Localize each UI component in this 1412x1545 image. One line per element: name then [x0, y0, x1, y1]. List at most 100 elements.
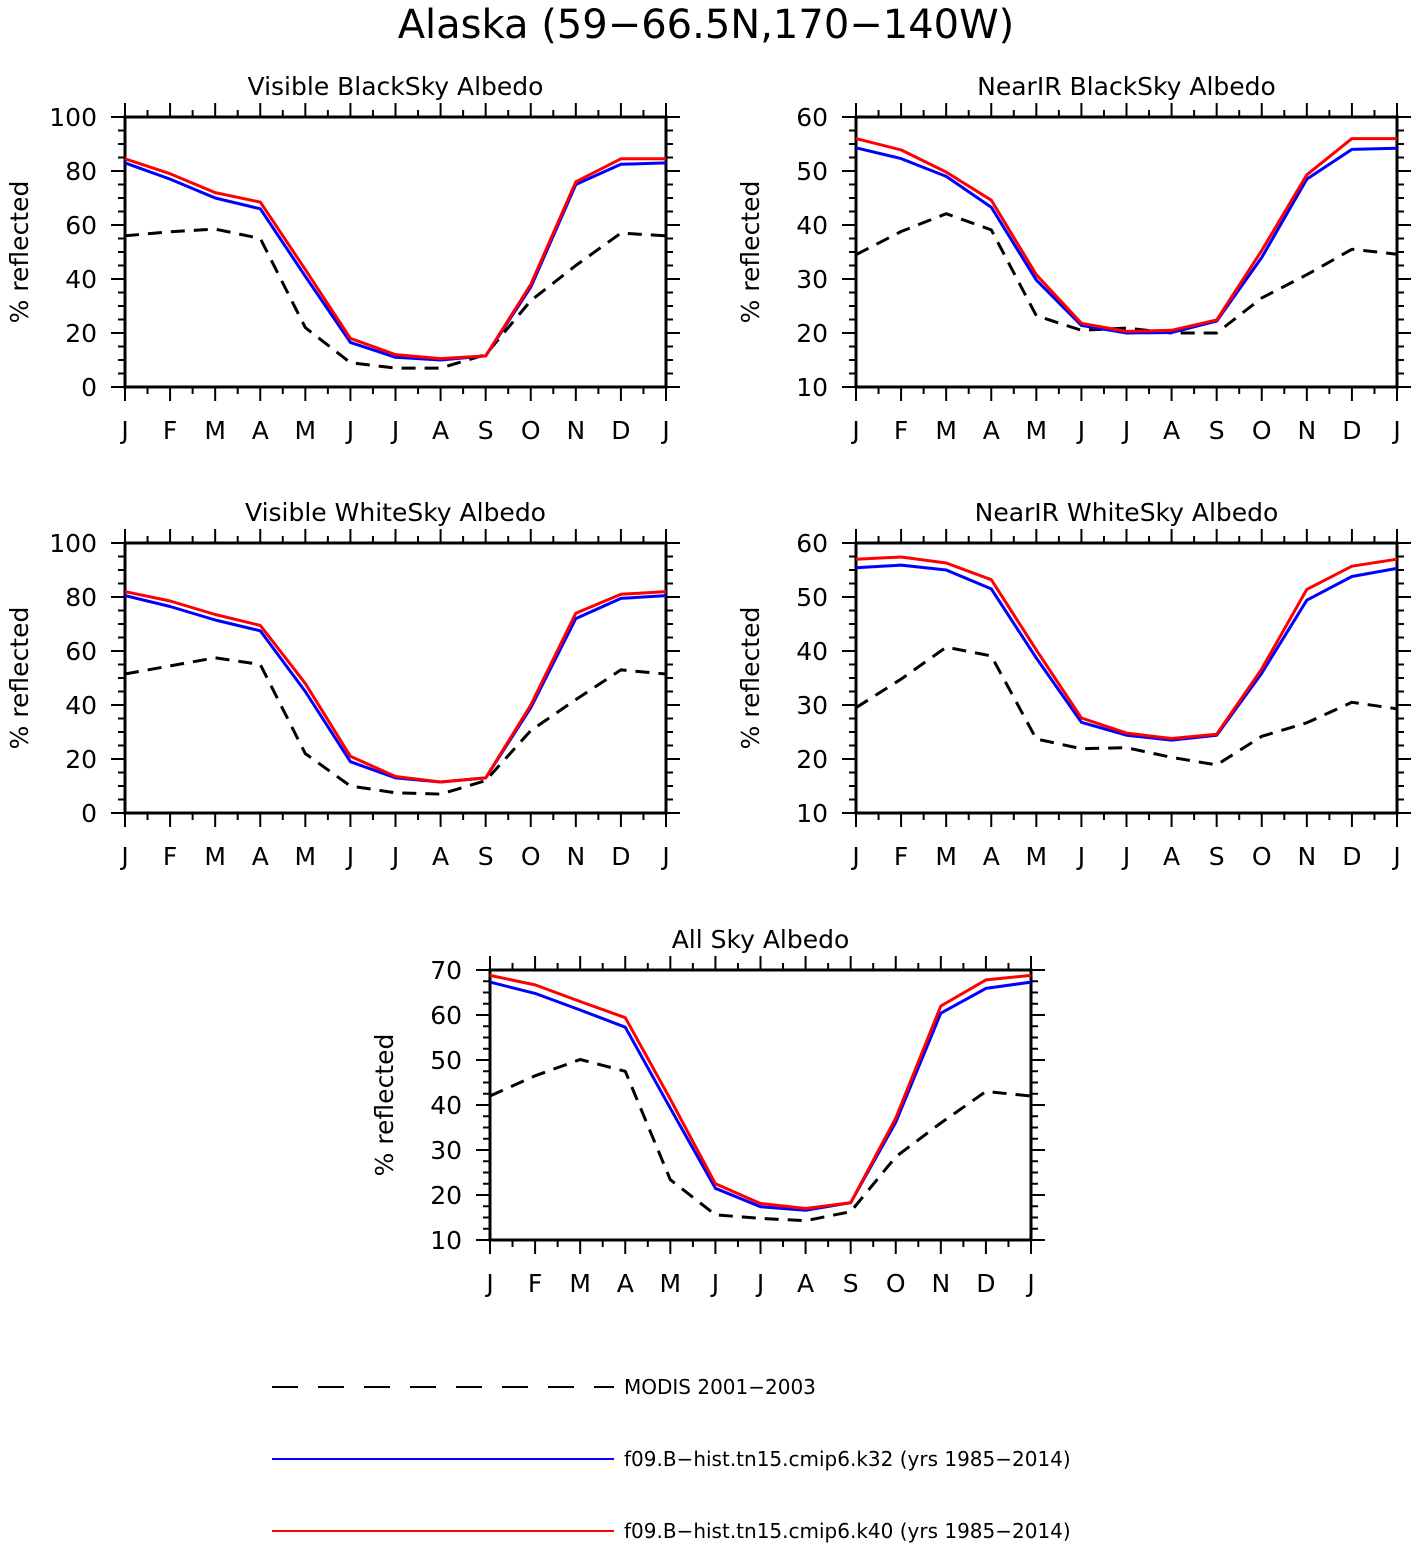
chart-4-y-tick-label: 20 [430, 1181, 462, 1210]
chart-3-y-axis-label: % reflected [736, 607, 765, 750]
chart-4-y-tick-label: 50 [430, 1046, 462, 1075]
chart-3-x-tick-label: M [1026, 842, 1048, 871]
chart-2-plot-frame [123, 541, 668, 815]
chart-3-y-tick-label: 20 [796, 745, 828, 774]
legend: MODIS 2001−2003 f09.B−hist.tn15.cmip6.k3… [272, 1375, 1071, 1543]
chart-2-y-tick-label: 0 [81, 799, 97, 828]
chart-1-y-axis-label: % reflected [736, 181, 765, 324]
chart-3-series-k32 [855, 563, 1398, 742]
chart-0-x-tick-label: J [345, 416, 354, 445]
chart-0-x-tick-label: S [478, 416, 494, 445]
chart-1-series-k40 [855, 137, 1397, 333]
chart-0-y-tick-label: 0 [81, 373, 97, 402]
chart-4-y-axis-label: % reflected [370, 1034, 399, 1177]
chart-0-x-tick-label: N [566, 416, 585, 445]
chart-2-x-tick-label: A [432, 842, 449, 871]
chart-2-x-tick-label: O [521, 842, 541, 871]
chart-0-series-modis [124, 227, 667, 370]
chart-1-title: NearIR BlackSky Albedo [977, 72, 1276, 101]
chart-0-y-tick-label: 60 [65, 211, 97, 240]
chart-1-x-tick-label: M [935, 416, 957, 445]
chart-1-x-tick-label: J [1076, 416, 1085, 445]
chart-4-x-tick-label: J [484, 1269, 493, 1298]
chart-2-title: Visible WhiteSky Albedo [245, 498, 546, 527]
chart-4-x-tick-label: O [886, 1269, 906, 1298]
chart-4-y-tick-label: 60 [430, 1001, 462, 1030]
chart-4-plot-frame [488, 968, 1033, 1242]
chart-2-x-tick-label: A [252, 842, 269, 871]
chart-3-x-tick-label: A [983, 842, 1000, 871]
chart-3-y-tick-label: 40 [796, 637, 828, 666]
chart-0-x-tick-label: A [432, 416, 449, 445]
chart-2-x-tick-label: J [345, 842, 354, 871]
chart-1-x-tick-label: J [1391, 416, 1400, 445]
chart-2-y-tick-label: 60 [65, 637, 97, 666]
chart-1-series-k32 [855, 146, 1398, 335]
chart-2-y-tick-label: 100 [49, 529, 97, 558]
chart-4-y-tick-label: 10 [430, 1226, 462, 1255]
chart-2-x-tick-label: M [204, 842, 226, 871]
chart-1-x-tick-label: N [1297, 416, 1316, 445]
chart-2-series-k40 [124, 590, 667, 784]
chart-0-y-axis-label: % reflected [5, 181, 34, 324]
chart-0-x-tick-label: D [611, 416, 630, 445]
chart-1-x-tick-label: J [1121, 416, 1130, 445]
chart-4-x-tick-label: J [710, 1269, 719, 1298]
chart-3-series-modis [855, 645, 1398, 767]
chart-0-x-tick-label: M [204, 416, 226, 445]
chart-3-y-tick-label: 60 [796, 529, 828, 558]
chart-3-series-k40 [855, 555, 1398, 740]
chart-1-y-tick-label: 10 [796, 373, 828, 402]
chart-0-y-tick-label: 80 [65, 157, 97, 186]
chart-1-x-tick-label: F [894, 416, 908, 445]
chart-0-x-tick-label: J [390, 416, 399, 445]
chart-4-x-tick-label: M [569, 1269, 591, 1298]
chart-0-x-tick-label: A [252, 416, 269, 445]
chart-4-x-tick-label: M [660, 1269, 682, 1298]
chart-2-y-tick-label: 20 [65, 745, 97, 774]
chart-3-x-tick-label: A [1163, 842, 1180, 871]
chart-1-x-tick-label: M [1026, 416, 1048, 445]
chart-1-x-tick-label: S [1209, 416, 1225, 445]
chart-2-y-tick-label: 80 [65, 583, 97, 612]
chart-2-x-tick-label: M [295, 842, 317, 871]
chart-2-series-k32 [124, 594, 667, 784]
legend-item-modis: MODIS 2001−2003 [272, 1375, 816, 1399]
chart-1-y-tick-label: 30 [796, 265, 828, 294]
chart-4-x-tick-label: N [931, 1269, 950, 1298]
chart-3-x-tick-label: J [850, 842, 859, 871]
chart-4-y-tick-label: 30 [430, 1136, 462, 1165]
chart-2-x-tick-label: J [390, 842, 399, 871]
chart-2-x-tick-label: S [478, 842, 494, 871]
figure-title: Alaska (59−66.5N,170−140W) [398, 2, 1015, 48]
chart-1-x-tick-label: A [1163, 416, 1180, 445]
chart-3-x-tick-label: J [1391, 842, 1400, 871]
chart-4-series-k32 [489, 980, 1032, 1212]
chart-2-x-tick-label: F [163, 842, 177, 871]
chart-0-series-k40 [124, 157, 666, 361]
chart-3-x-tick-label: M [935, 842, 957, 871]
chart-3-y-tick-label: 50 [796, 583, 828, 612]
chart-2-x-tick-label: J [119, 842, 128, 871]
chart-2-x-tick-label: N [566, 842, 585, 871]
legend-item-k40: f09.B−hist.tn15.cmip6.k40 (yrs 1985−2014… [272, 1519, 1071, 1543]
chart-2-series-modis [124, 656, 667, 796]
chart-3-x-tick-label: S [1209, 842, 1225, 871]
chart-3-x-tick-label: J [1076, 842, 1085, 871]
chart-1-series-modis [855, 212, 1398, 335]
chart-0-x-tick-label: M [295, 416, 317, 445]
chart-0-y-tick-label: 40 [65, 265, 97, 294]
chart-2-y-axis-label: % reflected [5, 607, 34, 750]
chart-2-x-tick-label: J [660, 842, 669, 871]
chart-3-x-tick-label: O [1252, 842, 1272, 871]
chart-4-x-tick-label: J [755, 1269, 764, 1298]
legend-label-k40: f09.B−hist.tn15.cmip6.k40 (yrs 1985−2014… [624, 1519, 1071, 1543]
chart-1-y-tick-label: 60 [796, 103, 828, 132]
chart-1-x-tick-label: J [850, 416, 859, 445]
chart-4-x-tick-label: J [1025, 1269, 1034, 1298]
